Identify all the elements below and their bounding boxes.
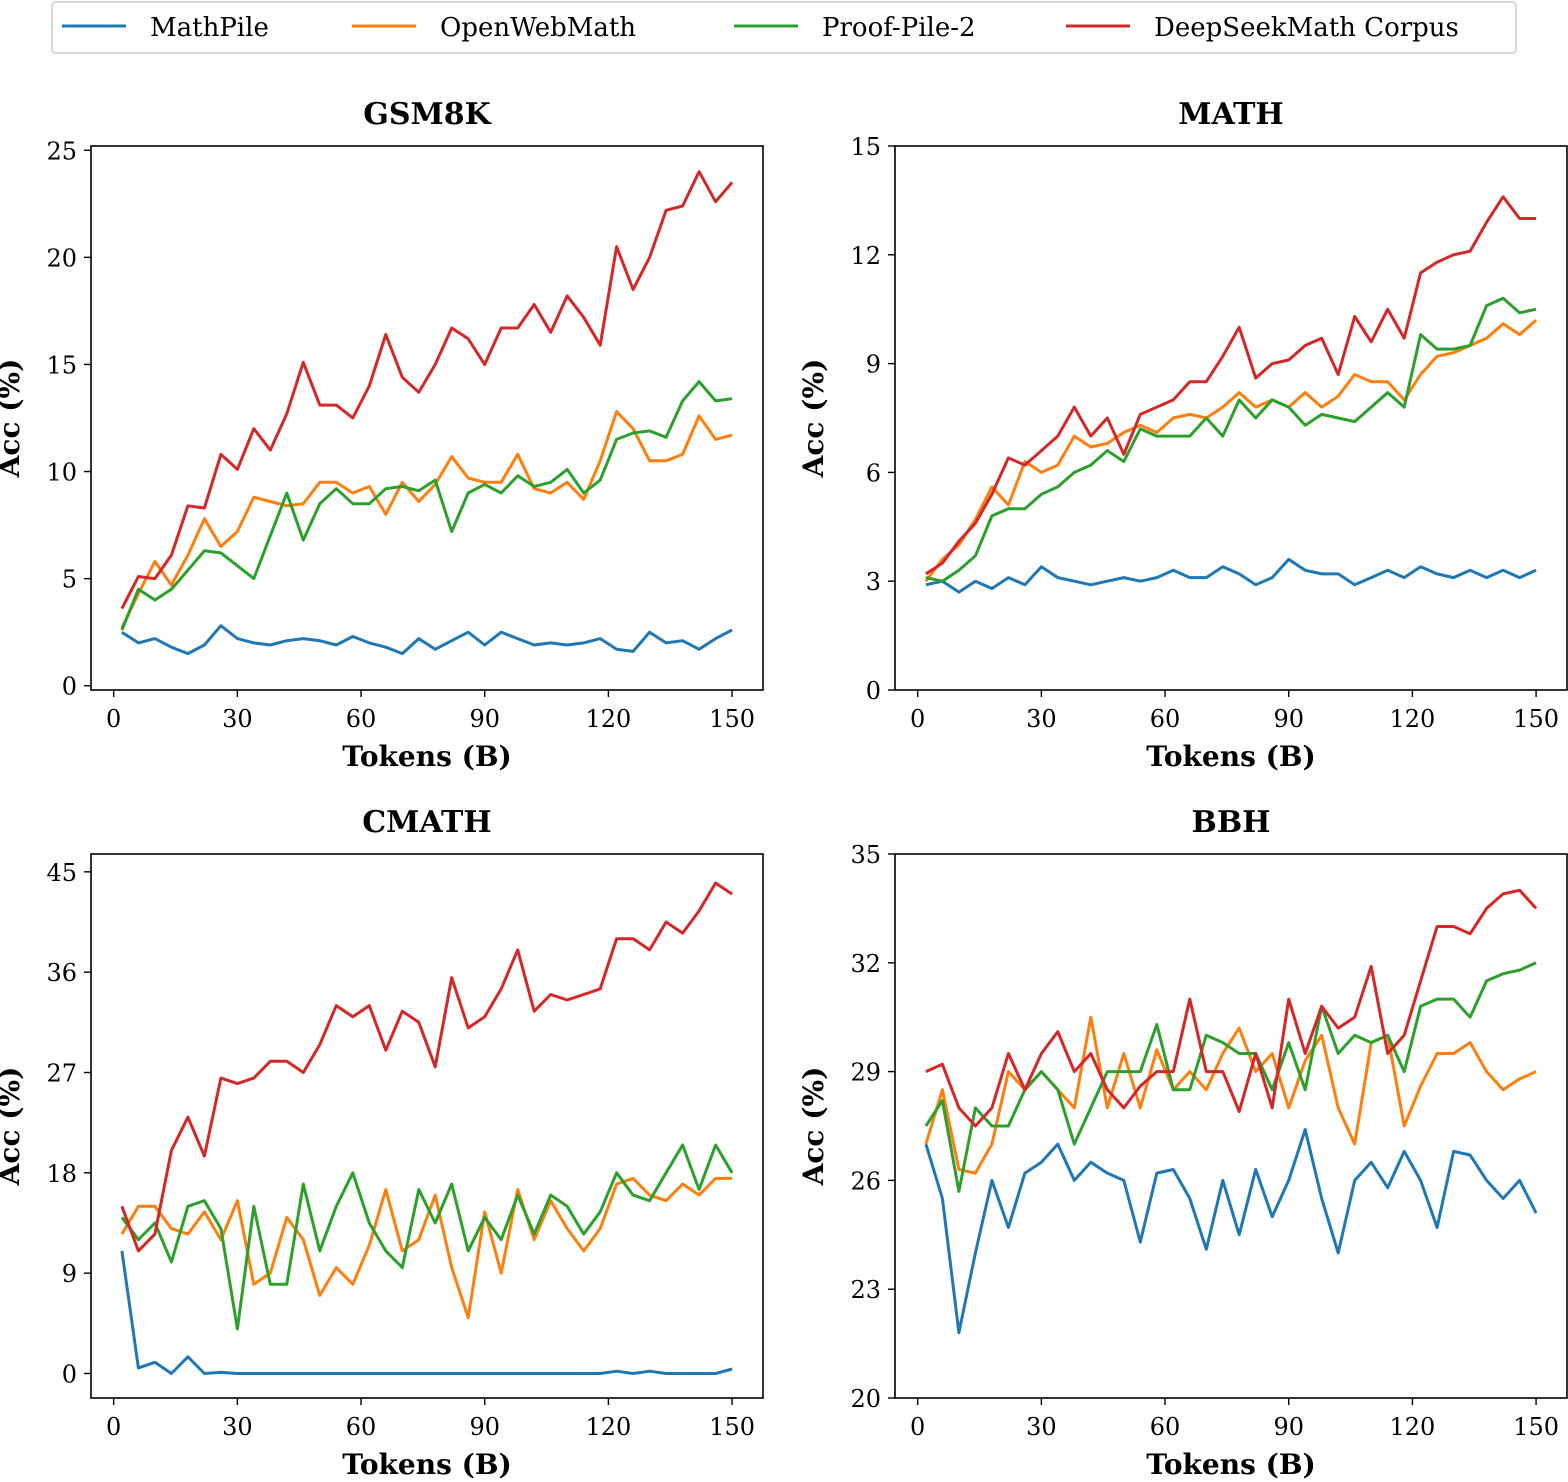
x-tick-label: 0: [910, 1413, 925, 1441]
x-tick-label: 90: [469, 1413, 500, 1441]
series-group: [120, 170, 734, 656]
x-tick-label: 150: [709, 705, 755, 733]
x-tick-label: 60: [1150, 705, 1181, 733]
y-tick-label: 15: [46, 351, 77, 379]
legend-label: Proof-Pile-2: [822, 13, 976, 43]
series-line-proof-pile-2: [120, 1143, 734, 1331]
x-tick-label: 150: [709, 1413, 755, 1441]
axes-frame: [894, 145, 1568, 691]
axes-frame: [90, 145, 764, 691]
x-tick-label: 0: [106, 705, 121, 733]
series-line-openwebmath: [924, 318, 1538, 583]
series-group: [924, 195, 1538, 594]
x-axis-label: Tokens (B): [1146, 740, 1316, 773]
y-tick-label: 45: [46, 859, 77, 887]
legend-label: MathPile: [150, 13, 269, 43]
y-tick-label: 32: [850, 950, 881, 978]
y-tick-label: 3: [866, 568, 881, 596]
y-tick-label: 20: [850, 1385, 881, 1413]
x-axis-label: Tokens (B): [342, 1448, 512, 1481]
x-tick-label: 120: [1389, 705, 1435, 733]
series-line-proof-pile-2: [120, 380, 733, 631]
x-tick-label: 0: [106, 1413, 121, 1441]
subplot-cmath: CMATH 0 30 60 90 120 150 0 9 18 27 36 45 Tokens (B) Ac…: [0, 805, 764, 1481]
x-tick-label: 0: [910, 705, 925, 733]
x-tick-label: 150: [1513, 705, 1559, 733]
subplot-title: BBH: [1191, 805, 1270, 840]
x-axis-label: Tokens (B): [1146, 1448, 1316, 1481]
x-tick-label: 60: [346, 705, 377, 733]
subplot-bbh: BBH 0 30 60 90 120 150 20 23 26 29 32 35 Tokens (B) Ac…: [797, 805, 1568, 1481]
series-group: [120, 881, 734, 1375]
legend-label: OpenWebMath: [440, 13, 636, 43]
y-tick-label: 27: [46, 1059, 77, 1087]
series-line-proof-pile-2: [924, 961, 1537, 1193]
y-tick-label: 10: [46, 459, 77, 487]
y-tick-label: 6: [866, 459, 881, 487]
x-tick-label: 60: [346, 1413, 377, 1441]
y-axis-label: Acc (%): [0, 1067, 26, 1187]
x-tick-label: 30: [1026, 1413, 1057, 1441]
legend-label: DeepSeekMath Corpus: [1154, 13, 1459, 43]
y-tick-label: 9: [866, 351, 881, 379]
x-tick-label: 150: [1513, 1413, 1559, 1441]
y-tick-label: 0: [62, 1360, 77, 1388]
series-group: [924, 888, 1538, 1335]
y-tick-label: 15: [850, 133, 881, 161]
subplot-gsm8k: GSM8K 0 30 60 90 120 150 0 5 10 15 20 25 Tokens (B) Ac…: [0, 97, 764, 773]
series-line-mathpile: [121, 624, 733, 656]
x-tick-label: 90: [1273, 1413, 1304, 1441]
legend-entry: OpenWebMath: [352, 13, 636, 43]
y-tick-label: 9: [62, 1260, 77, 1288]
x-tick-label: 90: [469, 705, 500, 733]
subplot-math: MATH 0 30 60 90 120 150 0 3 6 9 12 15 Tokens (B) Acc (…: [797, 97, 1568, 773]
y-tick-label: 5: [62, 566, 77, 594]
series-line-proof-pile-2: [925, 296, 1537, 583]
y-axis-label: Acc (%): [797, 359, 830, 479]
x-axis-label: Tokens (B): [342, 740, 512, 773]
series-line-deepseekmath-corpus: [925, 195, 1537, 576]
legend-entry: Proof-Pile-2: [734, 13, 976, 43]
series-line-deepseekmath-corpus: [120, 881, 733, 1253]
subplot-title: GSM8K: [363, 97, 491, 132]
y-tick-label: 20: [46, 244, 77, 272]
axes-frame: [894, 853, 1568, 1399]
series-line-openwebmath: [120, 410, 733, 629]
series-line-mathpile: [925, 557, 1537, 594]
y-tick-label: 12: [850, 242, 881, 270]
series-line-deepseekmath-corpus: [120, 170, 734, 610]
y-axis-label: Acc (%): [797, 1067, 830, 1187]
y-tick-label: 25: [46, 137, 77, 165]
x-tick-label: 120: [1389, 1413, 1435, 1441]
y-axis-label: Acc (%): [0, 359, 26, 479]
x-tick-label: 60: [1150, 1413, 1181, 1441]
legend: MathPile OpenWebMath Proof-Pile-2 DeepSeekM…: [51, 1, 1517, 54]
y-tick-label: 0: [866, 677, 881, 705]
x-tick-label: 90: [1273, 705, 1304, 733]
y-tick-label: 23: [850, 1276, 881, 1304]
series-line-deepseekmath-corpus: [925, 888, 1538, 1128]
y-tick-label: 0: [62, 673, 77, 701]
legend-entry: DeepSeekMath Corpus: [1066, 13, 1459, 43]
x-tick-label: 30: [222, 1413, 253, 1441]
y-tick-label: 18: [46, 1160, 77, 1188]
x-tick-label: 30: [1026, 705, 1057, 733]
x-tick-label: 30: [222, 705, 253, 733]
y-tick-label: 29: [850, 1059, 881, 1087]
y-tick-label: 36: [46, 959, 77, 987]
subplot-title: MATH: [1178, 97, 1284, 132]
series-line-openwebmath: [120, 1176, 733, 1320]
axes-frame: [90, 853, 764, 1399]
subplot-title: CMATH: [362, 805, 491, 840]
y-tick-label: 26: [850, 1167, 881, 1195]
x-tick-label: 120: [585, 705, 631, 733]
legend-entry: MathPile: [62, 13, 269, 43]
series-line-mathpile: [120, 1250, 733, 1375]
y-tick-label: 35: [850, 841, 881, 869]
x-tick-label: 120: [585, 1413, 631, 1441]
series-line-mathpile: [924, 1128, 1538, 1335]
